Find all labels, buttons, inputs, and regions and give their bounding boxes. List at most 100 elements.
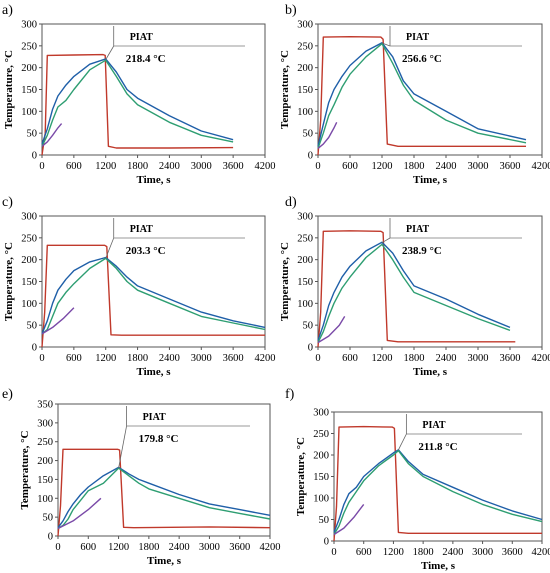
- y-tick-label: 100: [37, 494, 53, 505]
- annotation-value: 211.8 °C: [418, 441, 457, 453]
- x-tick-label: 3600: [223, 353, 244, 364]
- series-line-3: [41, 59, 234, 147]
- y-tick-label: 300: [37, 418, 53, 429]
- y-tick-label: 0: [48, 532, 53, 543]
- annotation-value: 238.9 °C: [402, 245, 442, 257]
- y-tick-label: 150: [37, 475, 53, 486]
- series-line-2: [317, 42, 527, 147]
- y-axis-title: Temperature, °C: [3, 50, 15, 129]
- annotation-value: 218.4 °C: [126, 53, 166, 65]
- x-tick-label: 3600: [500, 161, 521, 172]
- x-tick-label: 0: [315, 161, 320, 172]
- y-tick-label: 50: [27, 129, 38, 140]
- x-tick-label: 0: [331, 547, 336, 558]
- plot-frame: [57, 403, 271, 537]
- panel-letter: c): [2, 195, 13, 210]
- series-line-1: [317, 36, 526, 156]
- y-tick-label: 300: [21, 212, 37, 223]
- y-tick-label: 300: [21, 20, 37, 31]
- y-tick-label: 250: [37, 437, 53, 448]
- annotation-leader: [118, 425, 127, 469]
- y-axis-title: Temperature, °C: [19, 430, 31, 509]
- x-tick-label: 1800: [127, 161, 148, 172]
- y-tick-label: 0: [308, 151, 313, 162]
- y-tick-label: 300: [313, 408, 329, 419]
- annotation-leader: [105, 237, 115, 259]
- y-tick-label: 150: [297, 85, 313, 96]
- series-line-4: [333, 503, 365, 536]
- x-tick-label: 600: [66, 161, 82, 172]
- annotation-value: 203.3 °C: [126, 245, 166, 257]
- y-tick-label: 100: [297, 107, 313, 118]
- y-tick-label: 350: [37, 400, 53, 411]
- x-tick-label: 3600: [229, 542, 250, 553]
- series-line-3: [333, 450, 543, 535]
- x-axis-title: Time, s: [413, 174, 448, 186]
- x-tick-label: 1200: [372, 161, 393, 172]
- series-line-4: [41, 123, 63, 147]
- annotation-value: 179.8 °C: [139, 433, 179, 445]
- y-tick-label: 0: [308, 343, 313, 354]
- x-tick-label: 2400: [159, 161, 180, 172]
- y-tick-label: 250: [21, 41, 37, 52]
- x-tick-label: 4200: [532, 161, 550, 172]
- x-tick-label: 4200: [532, 353, 550, 364]
- series-line-4: [317, 121, 338, 149]
- y-tick-label: 150: [21, 277, 37, 288]
- series-line-3: [317, 43, 527, 149]
- y-axis-title: Temperature, °C: [295, 437, 307, 516]
- y-tick-label: 100: [297, 299, 313, 310]
- annotation-leader: [105, 45, 115, 60]
- x-tick-label: 3600: [223, 161, 244, 172]
- x-tick-label: 1800: [127, 353, 148, 364]
- x-tick-label: 3000: [468, 353, 489, 364]
- y-tick-label: 100: [21, 107, 37, 118]
- x-tick-label: 3600: [500, 353, 521, 364]
- x-tick-label: 600: [342, 353, 358, 364]
- y-tick-label: 250: [297, 41, 313, 52]
- x-tick-label: 0: [55, 542, 60, 553]
- annotation-label: PIAT: [130, 224, 153, 235]
- x-tick-label: 4200: [532, 547, 550, 558]
- y-axis-title: Temperature, °C: [279, 50, 291, 129]
- annotation-value: 256.6 °C: [402, 53, 442, 65]
- y-tick-label: 100: [313, 494, 329, 505]
- series-line-2: [317, 241, 511, 341]
- series-line-4: [317, 316, 346, 344]
- x-tick-label: 2400: [436, 353, 457, 364]
- annotation-leader: [381, 42, 391, 47]
- panel-letter: b): [285, 3, 297, 18]
- series-line-3: [317, 243, 511, 343]
- series-line-2: [333, 449, 543, 533]
- y-axis-title: Temperature, °C: [279, 242, 291, 321]
- annotation-label: PIAT: [143, 412, 166, 423]
- y-tick-label: 200: [21, 63, 37, 74]
- annotation-label: PIAT: [422, 420, 445, 431]
- y-tick-label: 250: [21, 233, 37, 244]
- series-line-1: [41, 244, 265, 348]
- y-axis-title: Temperature, °C: [3, 242, 15, 321]
- y-tick-label: 200: [37, 456, 53, 467]
- x-tick-label: 600: [342, 161, 358, 172]
- y-tick-label: 100: [21, 299, 37, 310]
- x-axis-title: Time, s: [413, 366, 448, 378]
- x-tick-label: 1200: [108, 542, 129, 553]
- x-tick-label: 4200: [260, 542, 281, 553]
- x-tick-label: 1800: [404, 353, 425, 364]
- x-tick-label: 3000: [199, 542, 220, 553]
- y-tick-label: 200: [21, 255, 37, 266]
- series-line-4: [57, 497, 102, 530]
- panel-letter: e): [2, 387, 13, 402]
- x-tick-label: 600: [80, 542, 96, 553]
- x-tick-label: 4200: [255, 161, 276, 172]
- y-tick-label: 300: [297, 20, 313, 31]
- x-tick-label: 3600: [502, 547, 523, 558]
- panel-letter: d): [285, 195, 297, 210]
- series-line-3: [41, 257, 266, 335]
- y-tick-label: 150: [313, 472, 329, 483]
- x-tick-label: 1200: [95, 161, 116, 172]
